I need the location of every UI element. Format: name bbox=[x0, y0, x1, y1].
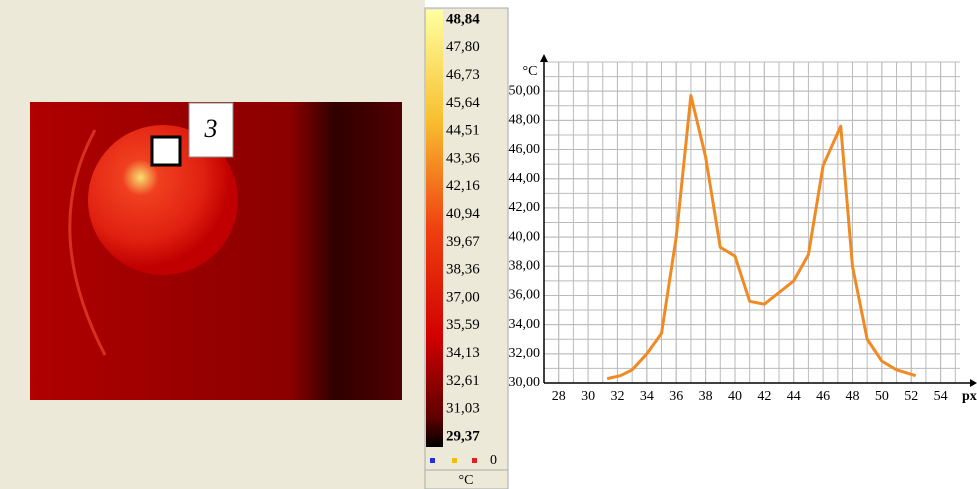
x-tick-label: 32 bbox=[610, 389, 624, 404]
y-tick-label: 42,00 bbox=[509, 200, 541, 215]
y-tick-label: 50,00 bbox=[509, 83, 541, 98]
y-tick-label: 46,00 bbox=[509, 142, 541, 157]
marker-label: 3 bbox=[204, 114, 218, 143]
dot bbox=[472, 458, 477, 463]
x-tick-label: 48 bbox=[845, 389, 859, 404]
x-tick-label: 44 bbox=[787, 389, 801, 404]
colorbar-label: 32,61 bbox=[446, 373, 480, 389]
y-tick-label: 30,00 bbox=[509, 375, 541, 390]
x-tick-label: 54 bbox=[934, 389, 948, 404]
colorbar-label: 31,03 bbox=[446, 401, 480, 417]
x-tick-label: 36 bbox=[669, 389, 683, 404]
y-tick-label: 38,00 bbox=[509, 258, 541, 273]
page: 3 0 °C 48,84 47,80 46,73 45,64 44,51 43,36 42,… bbox=[0, 0, 977, 489]
colorbar-label: 29,37 bbox=[446, 428, 480, 444]
marker bbox=[152, 137, 180, 165]
x-tick-label: 38 bbox=[699, 389, 713, 404]
colorbar-label: 39,67 bbox=[446, 234, 480, 250]
y-tick-label: 48,00 bbox=[509, 113, 541, 128]
x-tick-label: 52 bbox=[904, 389, 918, 404]
colorbar-label: 48,84 bbox=[446, 11, 480, 27]
x-tick-label: 30 bbox=[581, 389, 595, 404]
x-tick-label: 40 bbox=[728, 389, 742, 404]
colorbar-label: 40,94 bbox=[446, 206, 480, 222]
colorbar-label: 44,51 bbox=[446, 123, 480, 139]
x-tick-label: 50 bbox=[875, 389, 889, 404]
y-axis-label: °C bbox=[523, 64, 538, 79]
colorbar-label: 45,64 bbox=[446, 95, 480, 111]
screen: 3 0 °C 48,84 47,80 46,73 45,64 44,51 43,36 42,… bbox=[0, 0, 977, 489]
x-tick-label: 34 bbox=[640, 389, 654, 404]
colorbar-label: 46,73 bbox=[446, 67, 480, 83]
colorbar-label: 35,59 bbox=[446, 317, 480, 333]
x-tick-label: 46 bbox=[816, 389, 830, 404]
colorbar-label: 47,80 bbox=[446, 39, 480, 55]
colorbar bbox=[426, 10, 443, 447]
x-axis-label: px bbox=[962, 389, 977, 404]
chart-panel bbox=[509, 0, 977, 489]
y-tick-label: 32,00 bbox=[509, 346, 541, 361]
y-tick-label: 44,00 bbox=[509, 171, 541, 186]
colorbar-label: 34,13 bbox=[446, 345, 480, 361]
colorbar-label: 38,36 bbox=[446, 262, 480, 278]
y-tick-label: 40,00 bbox=[509, 229, 541, 244]
colorbar-label: 42,16 bbox=[446, 178, 480, 194]
dot bbox=[452, 458, 457, 463]
zero-label: 0 bbox=[490, 453, 497, 468]
x-tick-label: 28 bbox=[552, 389, 566, 404]
colorbar-label: 37,00 bbox=[446, 289, 480, 305]
unit-label: °C bbox=[459, 473, 474, 488]
y-tick-label: 34,00 bbox=[509, 317, 541, 332]
x-tick-label: 42 bbox=[757, 389, 771, 404]
y-tick-label: 36,00 bbox=[509, 288, 541, 303]
dot bbox=[430, 458, 435, 463]
colorbar-label: 43,36 bbox=[446, 150, 480, 166]
